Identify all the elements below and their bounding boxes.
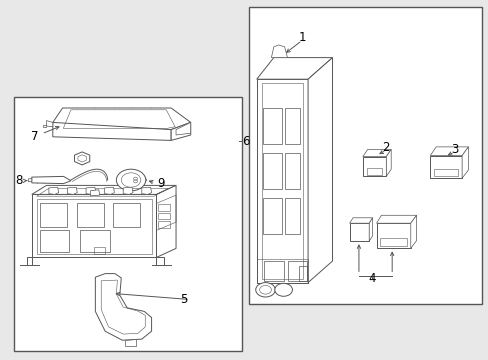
Polygon shape bbox=[46, 121, 53, 127]
Polygon shape bbox=[32, 185, 176, 194]
Polygon shape bbox=[368, 218, 372, 241]
Polygon shape bbox=[67, 187, 77, 194]
Bar bbox=[14, 97, 242, 351]
Bar bbox=[158, 213, 170, 219]
Polygon shape bbox=[43, 125, 46, 127]
Polygon shape bbox=[142, 187, 151, 194]
Bar bbox=[40, 230, 69, 252]
Polygon shape bbox=[53, 108, 190, 130]
Polygon shape bbox=[49, 187, 59, 194]
Polygon shape bbox=[156, 185, 176, 257]
Bar bbox=[299, 266, 306, 281]
Bar bbox=[158, 221, 170, 228]
Text: 2: 2 bbox=[382, 141, 389, 154]
Polygon shape bbox=[124, 339, 136, 346]
Bar bbox=[77, 203, 103, 227]
Circle shape bbox=[116, 169, 145, 191]
Text: 3: 3 bbox=[450, 143, 458, 156]
Polygon shape bbox=[410, 215, 416, 248]
Polygon shape bbox=[362, 157, 386, 176]
Polygon shape bbox=[74, 152, 90, 165]
Bar bbox=[380, 238, 406, 246]
Polygon shape bbox=[362, 149, 390, 157]
Polygon shape bbox=[95, 274, 151, 340]
Polygon shape bbox=[429, 156, 461, 178]
Bar bbox=[263, 108, 281, 144]
Bar bbox=[263, 153, 281, 189]
Bar bbox=[113, 203, 140, 227]
Polygon shape bbox=[27, 257, 32, 265]
Bar bbox=[40, 203, 67, 227]
Polygon shape bbox=[156, 257, 163, 265]
Text: 8: 8 bbox=[15, 174, 22, 187]
Circle shape bbox=[274, 283, 292, 296]
Text: 7: 7 bbox=[31, 130, 39, 143]
Polygon shape bbox=[349, 223, 368, 241]
Text: 4: 4 bbox=[367, 273, 375, 285]
Polygon shape bbox=[176, 122, 190, 135]
Polygon shape bbox=[376, 223, 410, 248]
Bar bbox=[263, 198, 281, 234]
Polygon shape bbox=[32, 176, 71, 184]
Bar bbox=[158, 204, 170, 211]
Polygon shape bbox=[349, 218, 372, 223]
Bar bbox=[264, 261, 283, 281]
Polygon shape bbox=[104, 187, 114, 194]
Bar bbox=[433, 169, 457, 176]
Bar bbox=[366, 168, 382, 175]
Polygon shape bbox=[129, 176, 146, 184]
Bar bbox=[284, 198, 300, 234]
Bar bbox=[94, 247, 104, 254]
Polygon shape bbox=[123, 187, 133, 194]
Polygon shape bbox=[256, 79, 307, 283]
Bar bbox=[284, 108, 300, 144]
Bar bbox=[80, 230, 109, 252]
Text: 9: 9 bbox=[157, 177, 165, 190]
Polygon shape bbox=[307, 58, 332, 283]
Polygon shape bbox=[28, 179, 32, 182]
Bar bbox=[249, 7, 481, 304]
Bar bbox=[287, 261, 306, 281]
Polygon shape bbox=[86, 187, 96, 194]
Polygon shape bbox=[461, 147, 468, 178]
Polygon shape bbox=[53, 122, 171, 140]
Text: 6: 6 bbox=[241, 135, 249, 148]
Polygon shape bbox=[429, 147, 468, 156]
Polygon shape bbox=[171, 122, 190, 140]
Polygon shape bbox=[376, 215, 416, 223]
Text: 5: 5 bbox=[179, 293, 187, 306]
Bar bbox=[284, 153, 300, 189]
Polygon shape bbox=[32, 194, 156, 257]
Circle shape bbox=[255, 283, 275, 297]
Text: 1: 1 bbox=[298, 31, 305, 44]
Polygon shape bbox=[386, 149, 390, 176]
Polygon shape bbox=[90, 190, 100, 196]
Polygon shape bbox=[256, 58, 332, 79]
Polygon shape bbox=[271, 45, 287, 58]
